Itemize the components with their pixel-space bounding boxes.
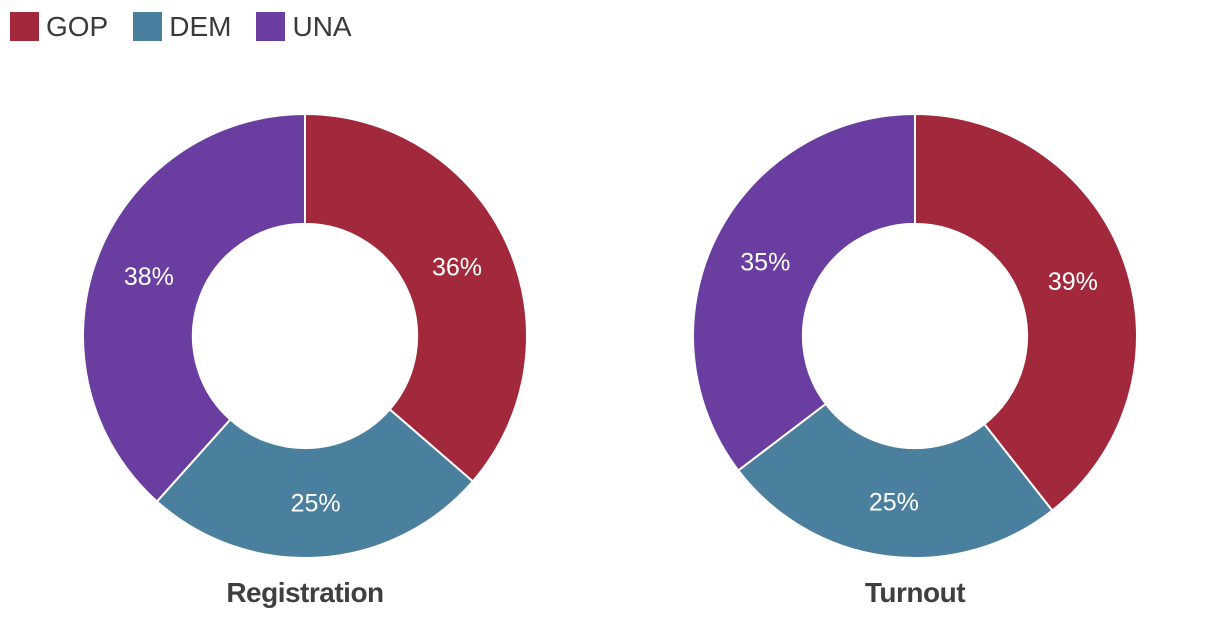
registration-donut-chart: 36% 25% 38%: [82, 113, 528, 559]
slice-dem: [155, 408, 474, 559]
legend-label-dem: DEM: [169, 10, 232, 42]
chart-title-registration: Registration: [226, 577, 384, 608]
slice-dem: [737, 402, 1054, 559]
legend-item-gop: GOP: [10, 12, 108, 41]
slice-value-label-dem: 25%: [869, 488, 919, 516]
legend-swatch-dem: [133, 12, 163, 41]
slice-value-label-dem: 25%: [291, 489, 341, 517]
slice-value-label-gop: 39%: [1048, 268, 1098, 296]
registration-chart: 36% 25% 38% Registration: [80, 111, 530, 609]
legend-label-una: UNA: [292, 10, 352, 42]
slice-gop: [914, 113, 1138, 512]
slice-value-label-una: 38%: [124, 263, 174, 291]
slice-una: [692, 113, 916, 472]
legend-swatch-una: [256, 12, 286, 41]
turnout-chart: 39% 25% 35% Turnout: [690, 111, 1140, 609]
slice-value-label-una: 35%: [740, 249, 790, 277]
legend-item-dem: DEM: [133, 12, 231, 41]
legend-label-gop: GOP: [46, 10, 109, 42]
legend-item-una: UNA: [256, 10, 352, 42]
slice-gop: [304, 113, 528, 483]
slice-value-label-gop: 36%: [432, 253, 482, 281]
slice-una: [82, 113, 306, 503]
legend: GOP DEM UNA: [10, 12, 352, 41]
legend-swatch-gop: [10, 12, 39, 41]
chart-title-turnout: Turnout: [864, 577, 966, 608]
turnout-donut-chart: 39% 25% 35%: [692, 113, 1138, 559]
